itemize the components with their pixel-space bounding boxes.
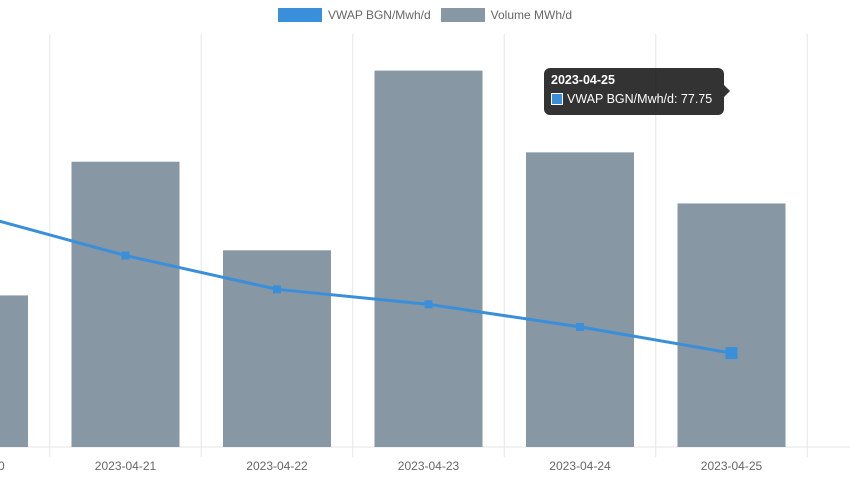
tooltip-label: VWAP BGN/Mwh/d: 77.75 xyxy=(567,92,713,106)
volume-bar xyxy=(374,70,483,448)
vwap-point-active xyxy=(725,347,738,360)
chart-tooltip: 2023-04-25 VWAP BGN/Mwh/d: 77.75 xyxy=(544,68,730,115)
legend-label-volume: Volume MWh/d xyxy=(490,8,573,22)
tooltip-title: 2023-04-25 xyxy=(551,73,615,87)
tooltip-row: VWAP BGN/Mwh/d: 77.75 xyxy=(551,92,717,106)
x-tick-label: 2023-04-24 xyxy=(549,459,611,473)
volume-bar xyxy=(223,250,331,447)
vwap-point xyxy=(576,322,584,331)
legend-label-vwap: VWAP BGN/Mwh/d xyxy=(327,8,431,22)
x-tick-label: 2023-04-20 xyxy=(0,459,5,473)
vwap-point xyxy=(121,251,130,260)
legend-item-vwap[interactable]: VWAP BGN/Mwh/d xyxy=(277,8,431,22)
vwap-point xyxy=(424,300,433,309)
legend-swatch-volume xyxy=(440,8,485,22)
x-tick-label: 2023-04-23 xyxy=(398,459,460,473)
volume-bar xyxy=(526,152,634,448)
chart-legend: VWAP BGN/Mwh/d Volume MWh/d xyxy=(0,8,850,22)
volume-bar xyxy=(677,203,786,447)
vwap-point xyxy=(273,285,281,294)
tooltip-swatch xyxy=(551,93,563,105)
vwap-line xyxy=(0,219,732,355)
volume-bar xyxy=(0,295,28,447)
x-tick-label: 2023-04-22 xyxy=(246,459,308,473)
legend-item-volume[interactable]: Volume MWh/d xyxy=(440,8,573,22)
x-tick-label: 2023-04-25 xyxy=(701,459,763,473)
volume-bar xyxy=(71,161,180,447)
legend-swatch-vwap xyxy=(277,8,322,22)
x-tick-label: 2023-04-21 xyxy=(95,459,157,473)
tooltip-caret xyxy=(724,85,730,97)
